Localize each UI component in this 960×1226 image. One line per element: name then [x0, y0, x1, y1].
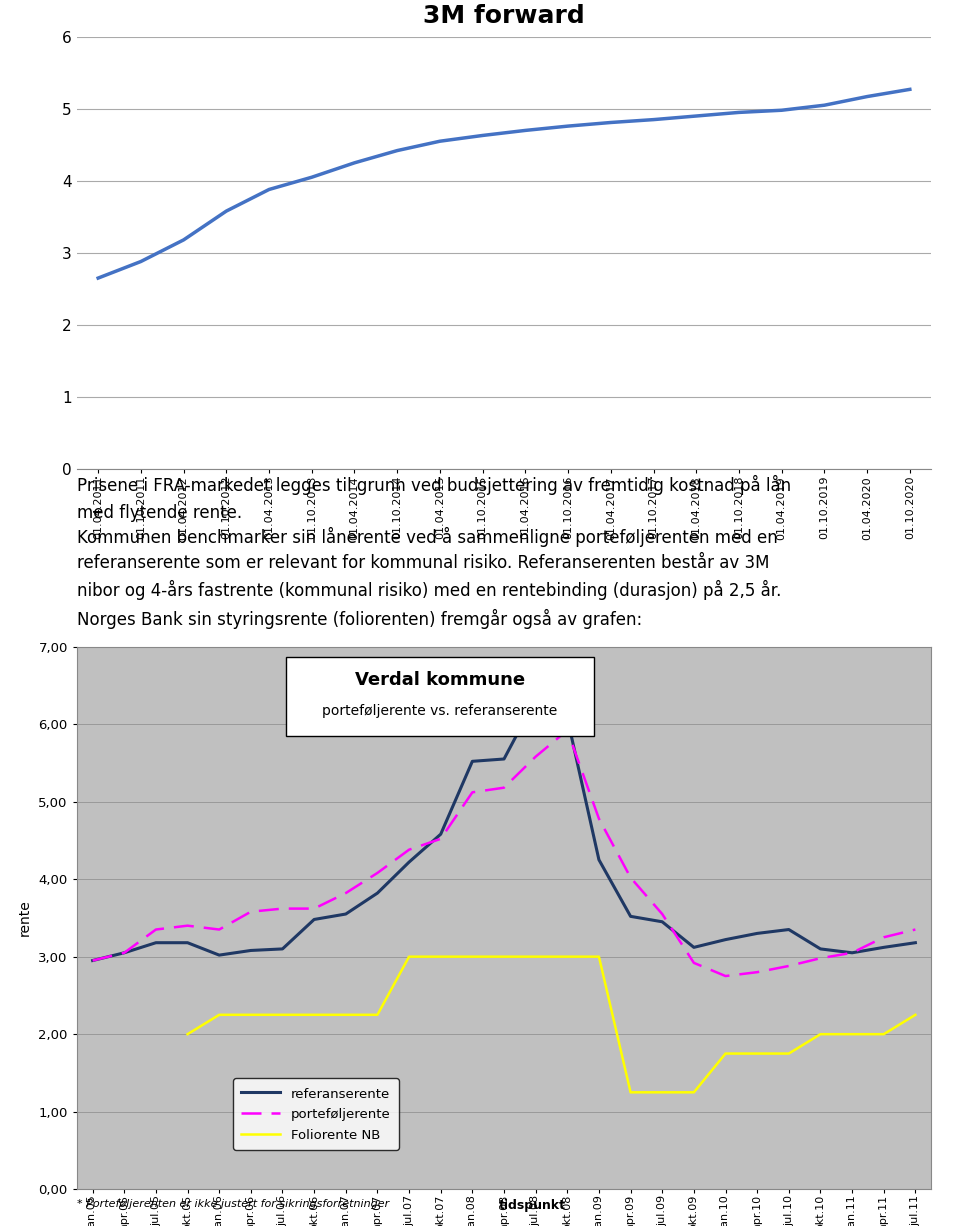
Text: * Porteføljerenten er ikke justert for sikringsforretninger: * Porteføljerenten er ikke justert for s…	[77, 1199, 389, 1209]
Text: porteføljerente vs. referanserente: porteføljerente vs. referanserente	[323, 704, 558, 717]
Text: tidspunkt: tidspunkt	[499, 1199, 566, 1213]
Text: Prisene i FRA-markedet legges til grunn ved budsjettering av fremtidig kostnad p: Prisene i FRA-markedet legges til grunn …	[77, 474, 791, 521]
Y-axis label: rente: rente	[17, 900, 32, 937]
Title: 3M forward: 3M forward	[423, 4, 585, 28]
Legend: referanserente, porteføljerente, Foliorente NB: referanserente, porteføljerente, Foliore…	[233, 1079, 398, 1150]
Text: Verdal kommune: Verdal kommune	[355, 671, 525, 689]
Text: Kommunen benchmarker sin lånerente ved å sammenligne porteføljerenten med en
ref: Kommunen benchmarker sin lånerente ved å…	[77, 527, 781, 629]
FancyBboxPatch shape	[286, 657, 593, 736]
